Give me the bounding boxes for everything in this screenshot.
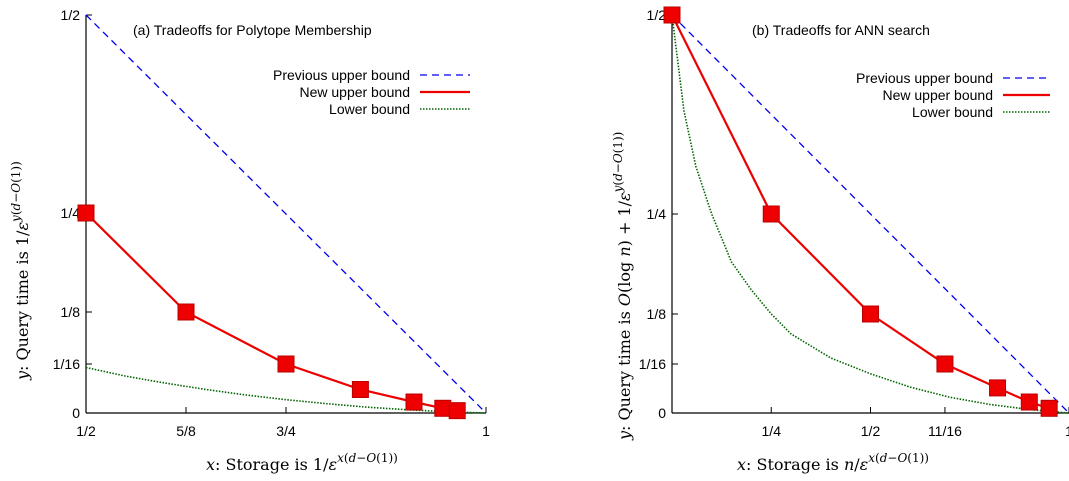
panel-a-marker-point [277,355,295,373]
panel-a-marker-point [434,399,452,417]
panel-b-legend-label: Lower bound [912,104,993,120]
panel-a-polytope-membership: (a) Tradeoffs for Polytope Membership 1/… [9,7,490,474]
panel-a-y-tick-label: 1/8 [61,304,81,320]
panel-a-x-tick-label: 1 [482,423,490,439]
panel-b-x-tick-label: 1/2 [861,423,881,439]
panel-b-ticks: 1/4 1/2 11/16 1 0 1/16 1/8 1/4 1/2 [639,7,1069,439]
panel-b-y-label: y: Query time is O(log n) + 1/εy(d−O(1)) [611,132,634,441]
panel-a-legend-label: Lower bound [329,101,410,117]
panel-b-legend-label: New upper bound [882,87,993,103]
panel-b-marker-point [1040,399,1058,417]
panel-a-y-tick-label: 1/2 [61,7,81,23]
panel-b-y-tick-label: 1/16 [639,356,666,372]
panel-b-marker-point [663,6,681,24]
panel-a-x-tick-label: 3/4 [276,423,296,439]
panel-b-marker-point [762,205,780,223]
panel-a-y-tick-label: 0 [72,405,80,421]
panel-a-y-tick-label: 1/16 [53,356,80,372]
panel-a-title: (a) Tradeoffs for Polytope Membership [133,22,372,38]
panel-b-x-tick-label: 1/4 [762,423,782,439]
panel-b-marker-point [862,305,879,323]
panel-a-legend-label: Previous upper bound [273,67,410,83]
panel-b-marker-point [936,355,954,373]
panel-b-y-tick-label: 1/8 [647,306,667,322]
panel-b-legend-label: Previous upper bound [856,70,993,86]
panel-a-ticks: 1/2 5/8 3/4 1 0 1/16 1/8 1/4 1/2 [53,7,490,439]
panel-b-x-label: x: Storage is n/εx(d−O(1)) [737,451,929,474]
panel-a-x-tick-label: 5/8 [176,423,196,439]
panel-a-series-previous-upper-bound [85,14,487,414]
panel-a-marker-point [177,303,195,321]
panel-b-ann-search: (b) Tradeoffs for ANN search 1/4 1/2 11/16… [611,6,1069,474]
panel-b-y-tick-label: 1/4 [647,206,667,222]
panel-a-x-label: x: Storage is 1/εx(d−O(1)) [206,451,398,474]
panel-b-y-tick-label: 0 [658,405,666,421]
panel-a-marker-point [77,204,95,222]
panel-a-x-tick-label: 1/2 [76,423,96,439]
panel-b-marker-point [989,379,1007,397]
panel-b-series-previous-upper-bound [671,14,1069,414]
panel-a-y-label: y: Query time is 1/εy(d−O(1)) [9,161,32,381]
panel-b-x-tick-label: 11/16 [928,423,962,439]
panel-b-x-tick-label: 1 [1065,423,1069,439]
panel-a-marker-point [351,380,369,398]
panel-a-series [77,14,487,420]
panel-a-series-lower-bound [85,366,487,414]
panel-b-marker-point [1020,393,1038,411]
panel-b-series-lower-bound [671,14,1069,414]
panel-a-legend-label: New upper bound [299,84,410,100]
panel-a-marker-point [448,402,466,420]
panel-a-marker-point [405,393,423,411]
panel-b-y-tick-label: 1/2 [647,7,667,23]
panel-b-title: (b) Tradeoffs for ANN search [752,22,930,38]
panel-a-series-new-upper-bound [85,212,458,412]
panel-a-y-tick-label: 1/4 [61,205,81,221]
panel-b-series [663,6,1069,417]
